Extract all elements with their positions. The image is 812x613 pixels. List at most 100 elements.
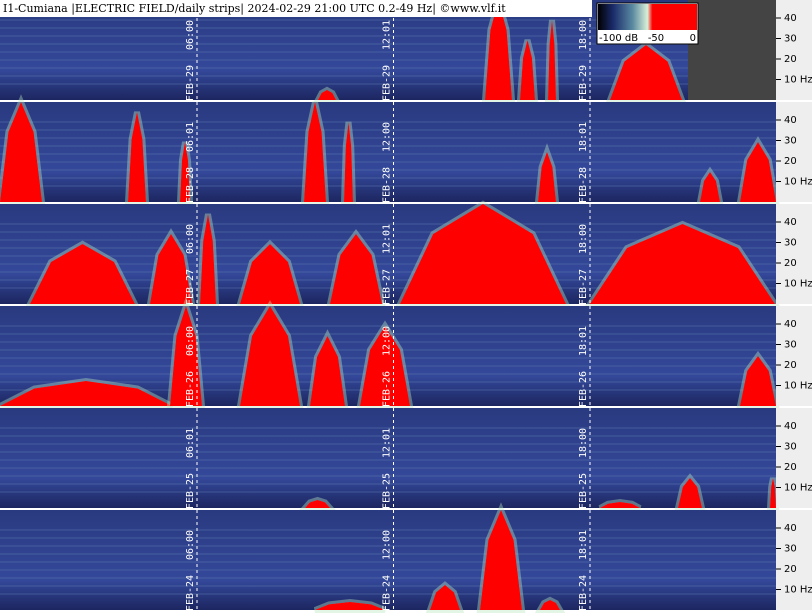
burst [400,204,566,304]
y-tick-label: 20 [784,564,797,575]
time-label: 06:01 [185,122,196,152]
burst [344,122,353,202]
axis-area [776,306,812,406]
burst [740,142,776,202]
colorbar-label: -100 dB [599,33,638,44]
burst [305,500,330,508]
burst [740,356,776,406]
time-label: 12:00 [382,122,393,152]
burst [318,90,336,100]
time-label: 12:01 [382,20,393,50]
y-tick-label: 20 [784,54,797,65]
date-label: FEB-25 [185,473,196,509]
no-data [688,0,776,100]
colorbar [598,4,697,30]
date-label: FEB-25 [382,473,393,509]
y-tick-label: 30 [784,34,797,45]
y-tick-label: 10 Hz [784,75,812,86]
time-label: 18:00 [578,20,589,50]
date-label: FEB-28 [578,167,589,203]
y-tick-label: 30 [784,340,797,351]
axis-area [776,102,812,202]
burst [330,234,382,304]
time-label: 18:00 [578,428,589,458]
y-tick-label: 40 [784,13,797,24]
burst [0,381,172,406]
burst [200,214,216,304]
date-label: FEB-27 [578,269,589,305]
burst [304,102,326,202]
date-label: FEB-26 [185,371,196,407]
time-label: 18:01 [578,326,589,356]
burst [170,306,202,406]
burst [240,244,300,304]
burst [600,502,640,508]
title: I1-Cumiana |ELECTRIC FIELD/daily strips|… [3,2,506,16]
date-label: FEB-24 [578,575,589,611]
burst [700,172,720,202]
y-tick-label: 40 [784,523,797,534]
burst [360,326,410,406]
burst [538,152,556,202]
burst [520,40,535,100]
burst [678,478,702,508]
burst [548,20,556,100]
spectrogram [0,510,776,610]
burst [315,602,385,610]
time-label: 06:00 [185,530,196,560]
y-tick-label: 30 [784,238,797,249]
date-label: FEB-25 [578,473,589,509]
date-label: FEB-29 [185,65,196,101]
y-tick-label: 10 Hz [784,483,812,494]
burst [480,510,522,610]
y-tick-label: 10 Hz [784,381,812,392]
burst [150,234,192,304]
burst [590,224,775,304]
date-label: FEB-29 [578,65,589,101]
burst [128,112,146,202]
colorbar-label: 0 [690,33,696,44]
y-tick-label: 10 Hz [784,279,812,290]
axis-area [776,408,812,508]
burst [430,585,460,610]
y-tick-label: 20 [784,156,797,167]
time-label: 06:01 [185,428,196,458]
burst [180,142,190,202]
axis-area [776,204,812,304]
time-label: 18:01 [578,122,589,152]
y-tick-label: 30 [784,136,797,147]
burst [540,600,560,610]
burst [770,478,776,508]
y-tick-label: 30 [784,442,797,453]
y-tick-label: 40 [784,217,797,228]
date-label: FEB-26 [578,371,589,407]
y-tick-label: 40 [784,421,797,432]
date-label: FEB-24 [185,575,196,611]
y-tick-label: 20 [784,360,797,371]
date-label: FEB-28 [185,167,196,203]
date-label: FEB-26 [382,371,393,407]
burst [610,45,682,100]
y-tick-label: 20 [784,258,797,269]
y-tick-label: 10 Hz [784,585,812,596]
time-label: 12:00 [382,530,393,560]
y-tick-label: 10 Hz [784,177,812,188]
axis-area [776,510,812,610]
time-label: 12:00 [382,326,393,356]
burst [0,102,42,202]
time-label: 06:00 [185,326,196,356]
title-box [0,0,592,17]
y-tick-label: 30 [784,544,797,555]
time-label: 12:01 [382,428,393,458]
date-label: FEB-29 [382,65,393,101]
burst [485,0,512,100]
colorbar-label: -50 [648,33,664,44]
time-label: 12:01 [382,224,393,254]
y-tick-label: 40 [784,115,797,126]
axis-area [776,0,812,100]
time-label: 18:01 [578,530,589,560]
date-label: FEB-24 [382,575,393,611]
time-label: 06:00 [185,224,196,254]
